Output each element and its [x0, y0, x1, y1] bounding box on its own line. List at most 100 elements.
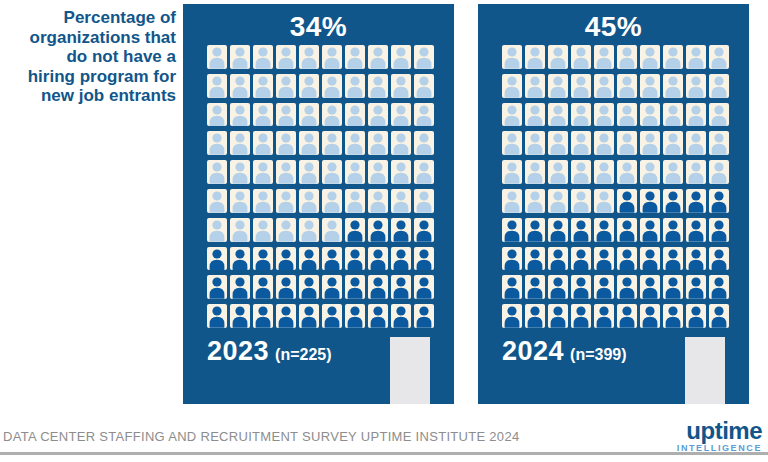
person-icon-unfilled: [686, 103, 706, 127]
person-icon-filled: [299, 275, 319, 299]
person-icon-unfilled: [414, 45, 434, 69]
person-icon-filled: [686, 304, 706, 328]
person-icon-filled: [594, 247, 614, 271]
chart-title-line: organizations that: [0, 28, 176, 48]
person-icon-unfilled: [230, 45, 250, 69]
person-icon-unfilled: [502, 45, 522, 69]
person-icon-unfilled: [663, 74, 683, 98]
person-icon-filled: [391, 304, 411, 328]
person-icon-filled: [230, 304, 250, 328]
person-icon-filled: [414, 218, 434, 242]
person-icon-unfilled: [594, 103, 614, 127]
person-icon-filled: [345, 218, 365, 242]
person-icon-unfilled: [276, 189, 296, 213]
person-icon-unfilled: [594, 189, 614, 213]
person-icon-filled: [368, 218, 388, 242]
person-icon-filled: [663, 275, 683, 299]
person-icon-filled: [640, 304, 660, 328]
person-icon-unfilled: [230, 160, 250, 184]
person-icon-unfilled: [299, 74, 319, 98]
sample-size-2024: (n=399): [570, 346, 626, 363]
person-icon-unfilled: [322, 160, 342, 184]
person-icon-unfilled: [709, 160, 729, 184]
person-icon-unfilled: [571, 103, 591, 127]
person-icon-filled: [502, 275, 522, 299]
person-icon-filled: [299, 304, 319, 328]
person-icon-unfilled: [345, 160, 365, 184]
person-icon-filled: [502, 304, 522, 328]
year-row-2023: 2023(n=225): [207, 336, 332, 367]
person-icon-unfilled: [207, 189, 227, 213]
person-icon-unfilled: [414, 74, 434, 98]
person-icon-unfilled: [368, 131, 388, 155]
person-icon-unfilled: [525, 45, 545, 69]
person-icon-filled: [230, 247, 250, 271]
person-icon-filled: [207, 304, 227, 328]
person-icon-filled: [207, 275, 227, 299]
chart-title-line: do not have a: [0, 47, 176, 67]
person-icon-unfilled: [345, 103, 365, 127]
person-icon-unfilled: [299, 45, 319, 69]
person-icon-unfilled: [345, 74, 365, 98]
person-icon-filled: [571, 218, 591, 242]
person-icon-unfilled: [207, 103, 227, 127]
person-icon-unfilled: [548, 189, 568, 213]
person-icon-filled: [571, 275, 591, 299]
person-icon-unfilled: [548, 45, 568, 69]
person-icon-unfilled: [391, 74, 411, 98]
person-icon-unfilled: [391, 131, 411, 155]
person-icon-unfilled: [391, 189, 411, 213]
person-icon-filled: [571, 247, 591, 271]
person-icon-unfilled: [230, 103, 250, 127]
person-icon-unfilled: [525, 160, 545, 184]
person-icon-filled: [617, 247, 637, 271]
person-icon-unfilled: [368, 160, 388, 184]
person-icon-filled: [345, 247, 365, 271]
person-icon-unfilled: [276, 160, 296, 184]
person-icon-filled: [548, 218, 568, 242]
person-icon-filled: [594, 304, 614, 328]
person-icon-unfilled: [368, 189, 388, 213]
person-icon-unfilled: [322, 218, 342, 242]
person-icon-unfilled: [686, 45, 706, 69]
person-icon-unfilled: [617, 74, 637, 98]
person-icon-unfilled: [640, 74, 660, 98]
person-icon-unfilled: [640, 160, 660, 184]
person-icon-unfilled: [253, 45, 273, 69]
person-icon-filled: [663, 304, 683, 328]
person-icon-filled: [571, 304, 591, 328]
decorative-gray-box: [390, 337, 430, 404]
person-icon-filled: [230, 275, 250, 299]
person-icon-filled: [686, 247, 706, 271]
chart-title-line: Percentage of: [0, 8, 176, 28]
person-icon-filled: [322, 247, 342, 271]
person-icon-filled: [345, 304, 365, 328]
person-icon-unfilled: [594, 131, 614, 155]
person-icon-unfilled: [276, 131, 296, 155]
logo-wordmark: uptime: [677, 419, 762, 443]
person-icon-unfilled: [253, 103, 273, 127]
person-icon-unfilled: [322, 131, 342, 155]
person-icon-filled: [709, 189, 729, 213]
person-icon-filled: [617, 218, 637, 242]
person-icon-unfilled: [276, 103, 296, 127]
person-icon-unfilled: [640, 45, 660, 69]
person-icon-unfilled: [322, 189, 342, 213]
person-icon-filled: [640, 275, 660, 299]
person-icon-unfilled: [230, 189, 250, 213]
person-icon-unfilled: [502, 74, 522, 98]
person-icon-unfilled: [686, 74, 706, 98]
sample-size-2023: (n=225): [275, 346, 331, 363]
person-icon-filled: [640, 247, 660, 271]
person-icon-unfilled: [525, 131, 545, 155]
person-icon-unfilled: [617, 160, 637, 184]
person-icon-filled: [525, 275, 545, 299]
uptime-intelligence-logo: uptime INTELLIGENCE: [677, 419, 762, 453]
person-icon-unfilled: [391, 45, 411, 69]
person-icon-filled: [686, 189, 706, 213]
chart-title-line: hiring program for: [0, 67, 176, 87]
person-icon-unfilled: [322, 45, 342, 69]
person-icon-filled: [414, 304, 434, 328]
person-icon-unfilled: [548, 103, 568, 127]
person-icon-unfilled: [525, 103, 545, 127]
